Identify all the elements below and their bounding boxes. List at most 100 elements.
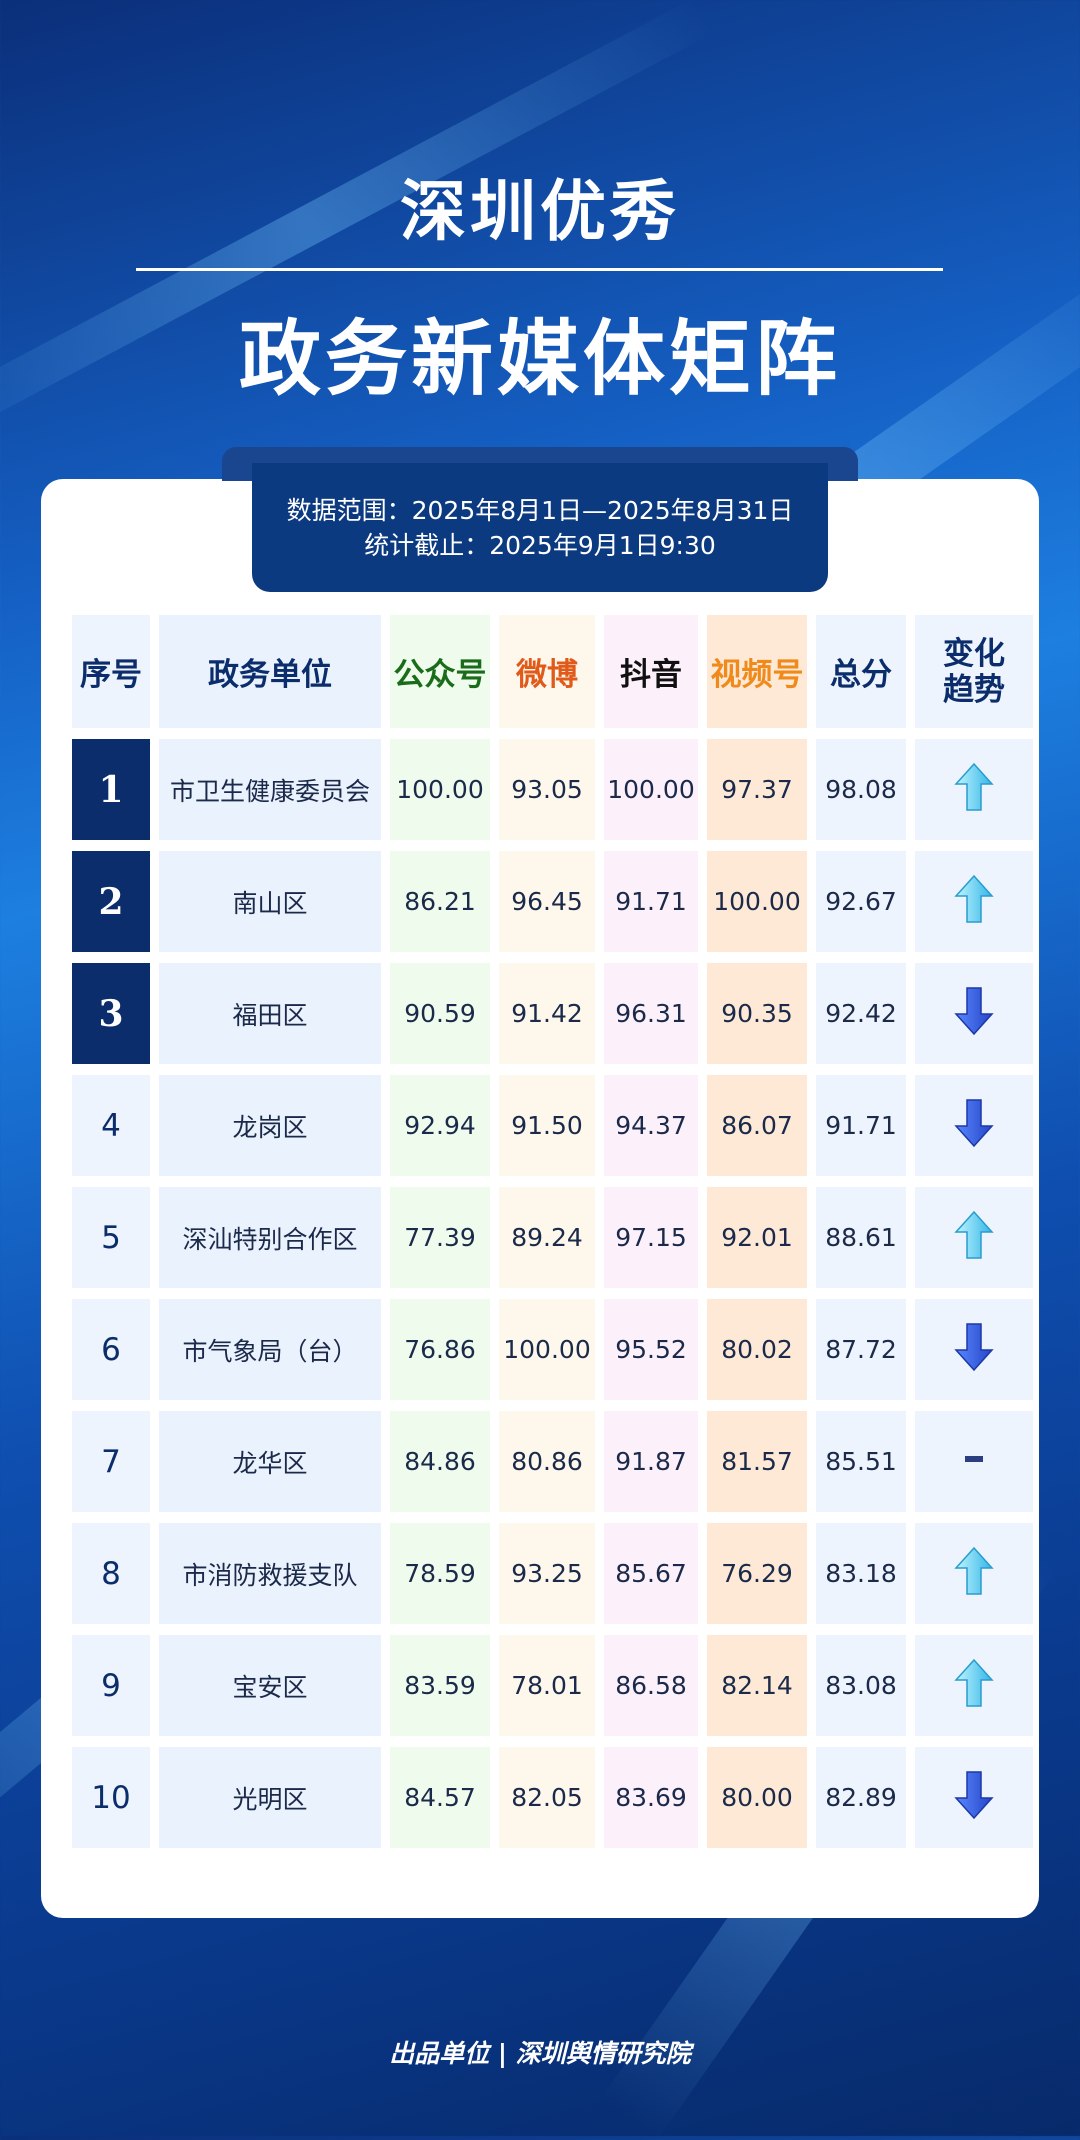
unit-cell: 福田区: [159, 963, 381, 1064]
table-row: 1 市卫生健康委员会 100.00 93.05 100.00 97.37 98.08: [72, 739, 1033, 840]
rank-cell: 2: [72, 851, 150, 952]
douyin-cell: 97.15: [604, 1187, 698, 1288]
total-cell: 98.08: [816, 739, 906, 840]
weibo-cell: 93.25: [499, 1523, 595, 1624]
wechat-cell: 76.86: [390, 1299, 490, 1400]
rank-cell: 9: [72, 1635, 150, 1736]
total-cell: 83.18: [816, 1523, 906, 1624]
weibo-cell: 93.05: [499, 739, 595, 840]
unit-cell: 市卫生健康委员会: [159, 739, 381, 840]
trend-icon: [915, 1075, 1033, 1176]
table-row: 10 光明区 84.57 82.05 83.69 80.00 82.89: [72, 1747, 1033, 1848]
total-cell: 87.72: [816, 1299, 906, 1400]
video-cell: 92.01: [707, 1187, 807, 1288]
video-cell: 100.00: [707, 851, 807, 952]
table-row: 3 福田区 90.59 91.42 96.31 90.35 92.42: [72, 963, 1033, 1064]
rank-cell: 10: [72, 1747, 150, 1848]
table-row: 2 南山区 86.21 96.45 91.71 100.00 92.67: [72, 851, 1033, 952]
unit-cell: 龙岗区: [159, 1075, 381, 1176]
video-cell: 90.35: [707, 963, 807, 1064]
divider: [136, 268, 943, 271]
weibo-cell: 91.50: [499, 1075, 595, 1176]
title: 深圳优秀: [400, 173, 680, 250]
rank-cell: 7: [72, 1411, 150, 1512]
wechat-cell: 83.59: [390, 1635, 490, 1736]
weibo-cell: 78.01: [499, 1635, 595, 1736]
wechat-cell: 78.59: [390, 1523, 490, 1624]
unit-cell: 市消防救援支队: [159, 1523, 381, 1624]
table-row: 4 龙岗区 92.94 91.50 94.37 86.07 91.71: [72, 1075, 1033, 1176]
weibo-cell: 100.00: [499, 1299, 595, 1400]
ranking-table: 序号 政务单位 公众号 微博 抖音 视频号 总分 变化趋势 1 市卫生健康委员会 100.00 93…: [63, 604, 1042, 1859]
total-cell: 92.42: [816, 963, 906, 1064]
wechat-cell: 100.00: [390, 739, 490, 840]
wechat-cell: 84.86: [390, 1411, 490, 1512]
video-cell: 81.57: [707, 1411, 807, 1512]
rank-cell: 8: [72, 1523, 150, 1624]
video-cell: 86.07: [707, 1075, 807, 1176]
header-douyin: 抖音: [604, 615, 698, 728]
rank-cell: 3: [72, 963, 150, 1064]
unit-cell: 深汕特别合作区: [159, 1187, 381, 1288]
weibo-cell: 96.45: [499, 851, 595, 952]
total-cell: 83.08: [816, 1635, 906, 1736]
unit-cell: 龙华区: [159, 1411, 381, 1512]
total-cell: 88.61: [816, 1187, 906, 1288]
trend-icon: [915, 1635, 1033, 1736]
rank-cell: 5: [72, 1187, 150, 1288]
unit-cell: 南山区: [159, 851, 381, 952]
table-row: 8 市消防救援支队 78.59 93.25 85.67 76.29 83.18: [72, 1523, 1033, 1624]
total-cell: 82.89: [816, 1747, 906, 1848]
trend-icon: [915, 1187, 1033, 1288]
total-cell: 91.71: [816, 1075, 906, 1176]
video-cell: 76.29: [707, 1523, 807, 1624]
unit-cell: 市气象局（台）: [159, 1299, 381, 1400]
header-unit: 政务单位: [159, 615, 381, 728]
header-wechat: 公众号: [390, 615, 490, 728]
weibo-cell: 89.24: [499, 1187, 595, 1288]
video-cell: 82.14: [707, 1635, 807, 1736]
total-cell: 92.67: [816, 851, 906, 952]
wechat-cell: 92.94: [390, 1075, 490, 1176]
weibo-cell: 91.42: [499, 963, 595, 1064]
subtitle: 政务新媒体矩阵: [238, 312, 841, 407]
header-total: 总分: [816, 615, 906, 728]
douyin-cell: 86.58: [604, 1635, 698, 1736]
table-row: 9 宝安区 83.59 78.01 86.58 82.14 83.08: [72, 1635, 1033, 1736]
weibo-cell: 82.05: [499, 1747, 595, 1848]
table-row: 6 市气象局（台） 76.86 100.00 95.52 80.02 87.72: [72, 1299, 1033, 1400]
header-rank: 序号: [72, 615, 150, 728]
trend-icon: [915, 963, 1033, 1064]
trend-icon: [915, 1523, 1033, 1624]
trend-icon: [915, 1411, 1033, 1512]
rank-cell: 4: [72, 1075, 150, 1176]
douyin-cell: 94.37: [604, 1075, 698, 1176]
weibo-cell: 80.86: [499, 1411, 595, 1512]
rank-cell: 6: [72, 1299, 150, 1400]
video-cell: 80.00: [707, 1747, 807, 1848]
info-tab: 数据范围：2025年8月1日—2025年8月31日 统计截止：2025年9月1日…: [252, 463, 828, 592]
table-row: 7 龙华区 84.86 80.86 91.87 81.57 85.51: [72, 1411, 1033, 1512]
table-row: 5 深汕特别合作区 77.39 89.24 97.15 92.01 88.61: [72, 1187, 1033, 1288]
douyin-cell: 83.69: [604, 1747, 698, 1848]
table-header: 序号 政务单位 公众号 微博 抖音 视频号 总分 变化趋势: [72, 615, 1033, 728]
header-trend: 变化趋势: [915, 615, 1033, 728]
header-weibo: 微博: [499, 615, 595, 728]
info-cutoff: 统计截止：2025年9月1日9:30: [364, 531, 716, 560]
info-range: 数据范围：2025年8月1日—2025年8月31日: [286, 496, 794, 525]
douyin-cell: 91.71: [604, 851, 698, 952]
douyin-cell: 96.31: [604, 963, 698, 1064]
trend-icon: [915, 1747, 1033, 1848]
trend-icon: [915, 739, 1033, 840]
total-cell: 85.51: [816, 1411, 906, 1512]
douyin-cell: 85.67: [604, 1523, 698, 1624]
video-cell: 80.02: [707, 1299, 807, 1400]
header-video: 视频号: [707, 615, 807, 728]
unit-cell: 光明区: [159, 1747, 381, 1848]
unit-cell: 宝安区: [159, 1635, 381, 1736]
video-cell: 97.37: [707, 739, 807, 840]
trend-icon: [915, 851, 1033, 952]
douyin-cell: 91.87: [604, 1411, 698, 1512]
wechat-cell: 86.21: [390, 851, 490, 952]
